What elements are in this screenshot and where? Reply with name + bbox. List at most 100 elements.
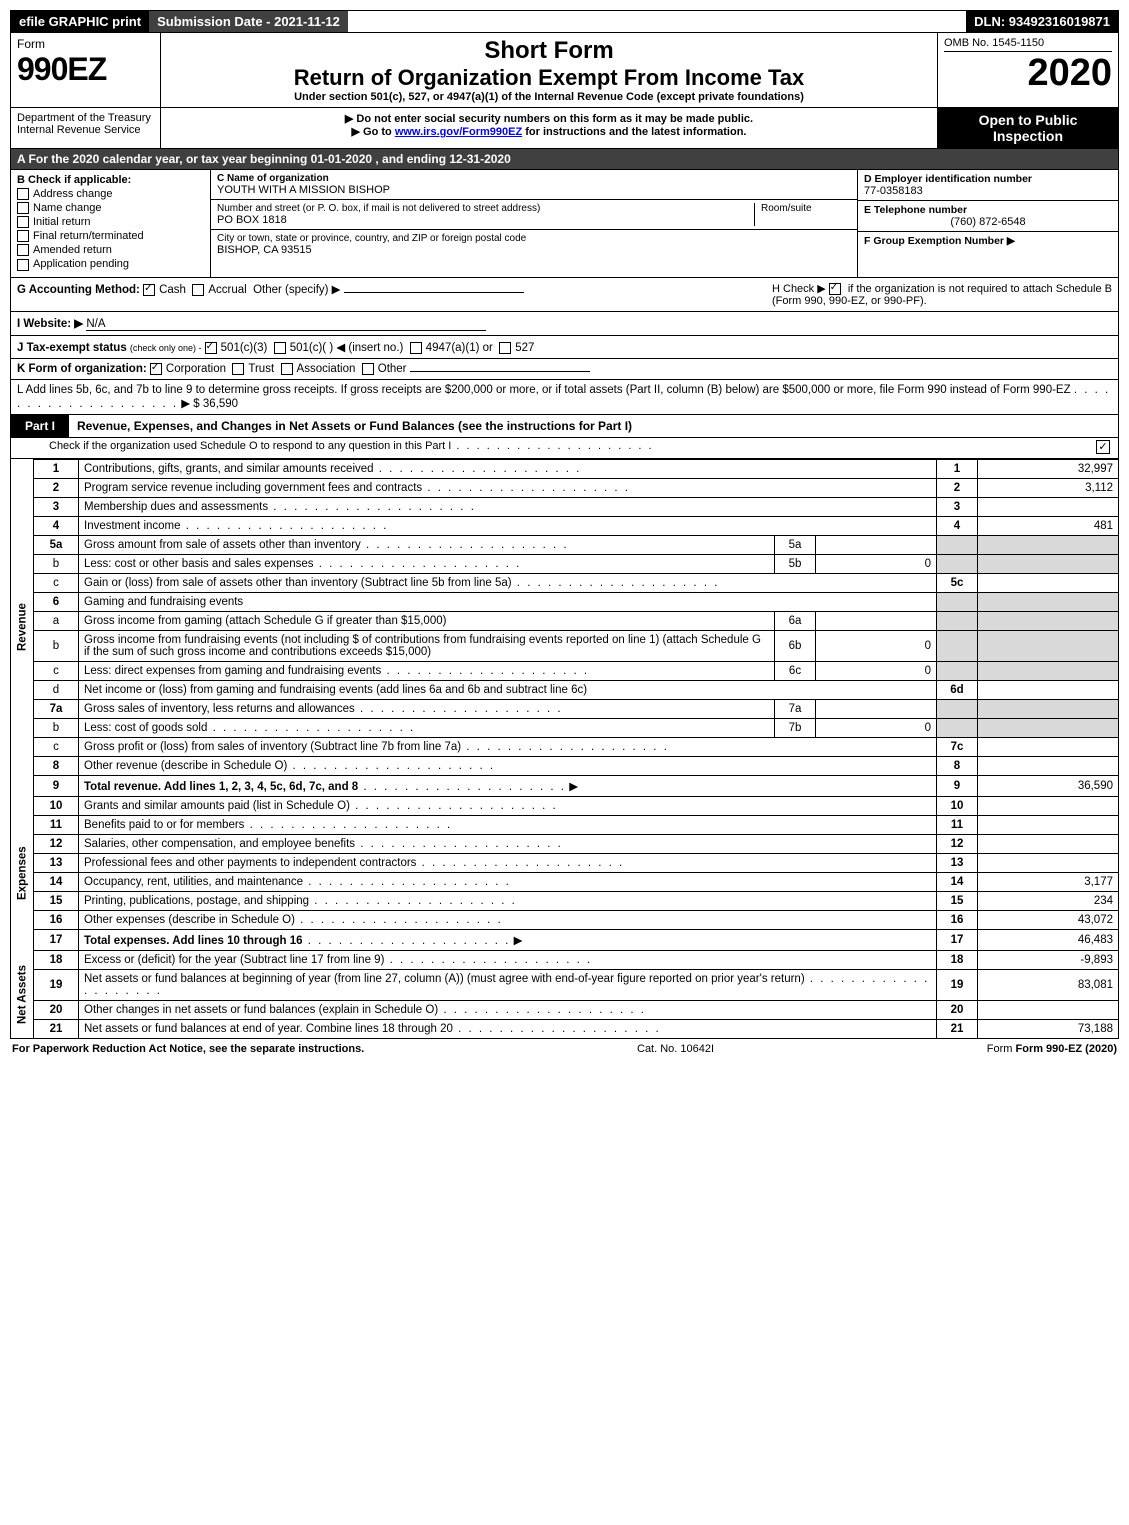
check-corporation[interactable] <box>150 363 162 375</box>
org-name: YOUTH WITH A MISSION BISHOP <box>217 184 851 196</box>
box-i-label: I Website: ▶ <box>17 318 83 330</box>
row-g-h: G Accounting Method: Cash Accrual Other … <box>10 278 1119 312</box>
gross-receipts: 36,590 <box>203 398 238 410</box>
goto-prefix: ▶ Go to <box>352 126 395 138</box>
check-name-change[interactable] <box>17 202 29 214</box>
check-application-pending[interactable] <box>17 259 29 271</box>
check-527[interactable] <box>499 342 511 354</box>
line21-value: 73,188 <box>978 1019 1119 1038</box>
line6d-value <box>978 680 1119 699</box>
check-amended-return[interactable] <box>17 244 29 256</box>
check-schedule-o[interactable] <box>1096 440 1110 454</box>
top-bar: efile GRAPHIC print Submission Date - 20… <box>10 10 1119 33</box>
line6c-inval: 0 <box>816 661 937 680</box>
omb-number: OMB No. 1545-1150 <box>944 37 1112 52</box>
box-j-label: J Tax-exempt status <box>17 342 127 354</box>
addr-label: Number and street (or P. O. box, if mail… <box>217 203 754 214</box>
box-f-label: F Group Exemption Number ▶ <box>864 235 1112 247</box>
goto-suffix: for instructions and the latest informat… <box>522 126 746 138</box>
main-title: Return of Organization Exempt From Incom… <box>167 65 931 91</box>
part1-tag: Part I <box>11 415 69 437</box>
box-c-label: C Name of organization <box>217 173 851 184</box>
check-501c[interactable] <box>274 342 286 354</box>
line5c-value <box>978 573 1119 592</box>
check-accrual[interactable] <box>192 284 204 296</box>
line5b-inval: 0 <box>816 554 937 573</box>
box-k-label: K Form of organization: <box>17 363 147 375</box>
room-suite-label: Room/suite <box>754 203 851 226</box>
line7c-value <box>978 737 1119 756</box>
box-b-checks: Address change Name change Initial retur… <box>17 188 204 271</box>
efile-label: efile GRAPHIC print <box>11 11 149 32</box>
line1-value: 32,997 <box>978 459 1119 478</box>
check-trust[interactable] <box>232 363 244 375</box>
form-header: Form 990EZ Short Form Return of Organiza… <box>10 33 1119 108</box>
ein-value: 77-0358183 <box>864 185 1112 197</box>
line7b-inval: 0 <box>816 718 937 737</box>
footer-mid: Cat. No. 10642I <box>637 1043 714 1055</box>
dept-treasury: Department of the Treasury <box>17 112 154 124</box>
ssn-warning: ▶ Do not enter social security numbers o… <box>167 112 931 125</box>
footer-right: Form Form 990-EZ (2020) <box>987 1043 1117 1055</box>
box-h-text1: H Check ▶ <box>772 283 826 295</box>
city-label: City or town, state or province, country… <box>217 233 851 244</box>
line20-value <box>978 1000 1119 1019</box>
goto-line: ▶ Go to www.irs.gov/Form990EZ for instru… <box>167 125 931 138</box>
row-j: J Tax-exempt status (check only one) - 5… <box>10 336 1119 359</box>
submission-date: Submission Date - 2021-11-12 <box>149 11 348 32</box>
box-d-label: D Employer identification number <box>864 173 1112 185</box>
tax-year: 2020 <box>944 52 1112 95</box>
footer-left: For Paperwork Reduction Act Notice, see … <box>12 1043 364 1055</box>
box-b-label: B Check if applicable: <box>17 174 204 186</box>
netassets-side-label: Net Assets <box>11 950 34 1038</box>
header-row2: Department of the Treasury Internal Reve… <box>10 108 1119 149</box>
check-4947[interactable] <box>410 342 422 354</box>
line17-value: 46,483 <box>978 929 1119 950</box>
subtitle: Under section 501(c), 527, or 4947(a)(1)… <box>167 91 931 103</box>
line16-value: 43,072 <box>978 910 1119 929</box>
tax-period: A For the 2020 calendar year, or tax yea… <box>10 149 1119 170</box>
part1-title: Revenue, Expenses, and Changes in Net As… <box>69 415 1118 437</box>
check-initial-return[interactable] <box>17 216 29 228</box>
check-other-org[interactable] <box>362 363 374 375</box>
line7a-inval <box>816 699 937 718</box>
phone-value: (760) 872-6548 <box>864 216 1112 228</box>
form-word: Form <box>17 37 154 51</box>
box-l-text: L Add lines 5b, 6c, and 7b to line 9 to … <box>17 384 1071 396</box>
website-value: N/A <box>86 318 486 331</box>
check-final-return[interactable] <box>17 230 29 242</box>
goto-link[interactable]: www.irs.gov/Form990EZ <box>395 126 522 138</box>
row-k: K Form of organization: Corporation Trus… <box>10 359 1119 380</box>
org-city: BISHOP, CA 93515 <box>217 244 851 256</box>
line6a-inval <box>816 611 937 630</box>
line2-value: 3,112 <box>978 478 1119 497</box>
check-h[interactable] <box>829 283 841 295</box>
expenses-side-label: Expenses <box>11 796 34 950</box>
form-number: 990EZ <box>17 51 154 88</box>
line11-value <box>978 815 1119 834</box>
box-g-label: G Accounting Method: <box>17 284 140 296</box>
line18-value: -9,893 <box>978 950 1119 969</box>
box-e-label: E Telephone number <box>864 204 1112 216</box>
check-association[interactable] <box>281 363 293 375</box>
org-address: PO BOX 1818 <box>217 214 754 226</box>
line13-value <box>978 853 1119 872</box>
line5a-inval <box>816 535 937 554</box>
entity-info: B Check if applicable: Address change Na… <box>10 170 1119 278</box>
line15-value: 234 <box>978 891 1119 910</box>
line6b-inval: 0 <box>816 630 937 661</box>
line9-value: 36,590 <box>978 775 1119 796</box>
line12-value <box>978 834 1119 853</box>
line19-value: 83,081 <box>978 969 1119 1000</box>
part1-header: Part I Revenue, Expenses, and Changes in… <box>10 415 1119 438</box>
check-cash[interactable] <box>143 284 155 296</box>
line8-value <box>978 756 1119 775</box>
open-to-public: Open to Public Inspection <box>938 108 1118 148</box>
dln-label: DLN: 93492316019871 <box>966 11 1118 32</box>
line14-value: 3,177 <box>978 872 1119 891</box>
part1-sub: Check if the organization used Schedule … <box>10 438 1119 459</box>
line4-value: 481 <box>978 516 1119 535</box>
check-address-change[interactable] <box>17 188 29 200</box>
row-l: L Add lines 5b, 6c, and 7b to line 9 to … <box>10 380 1119 415</box>
check-501c3[interactable] <box>205 342 217 354</box>
